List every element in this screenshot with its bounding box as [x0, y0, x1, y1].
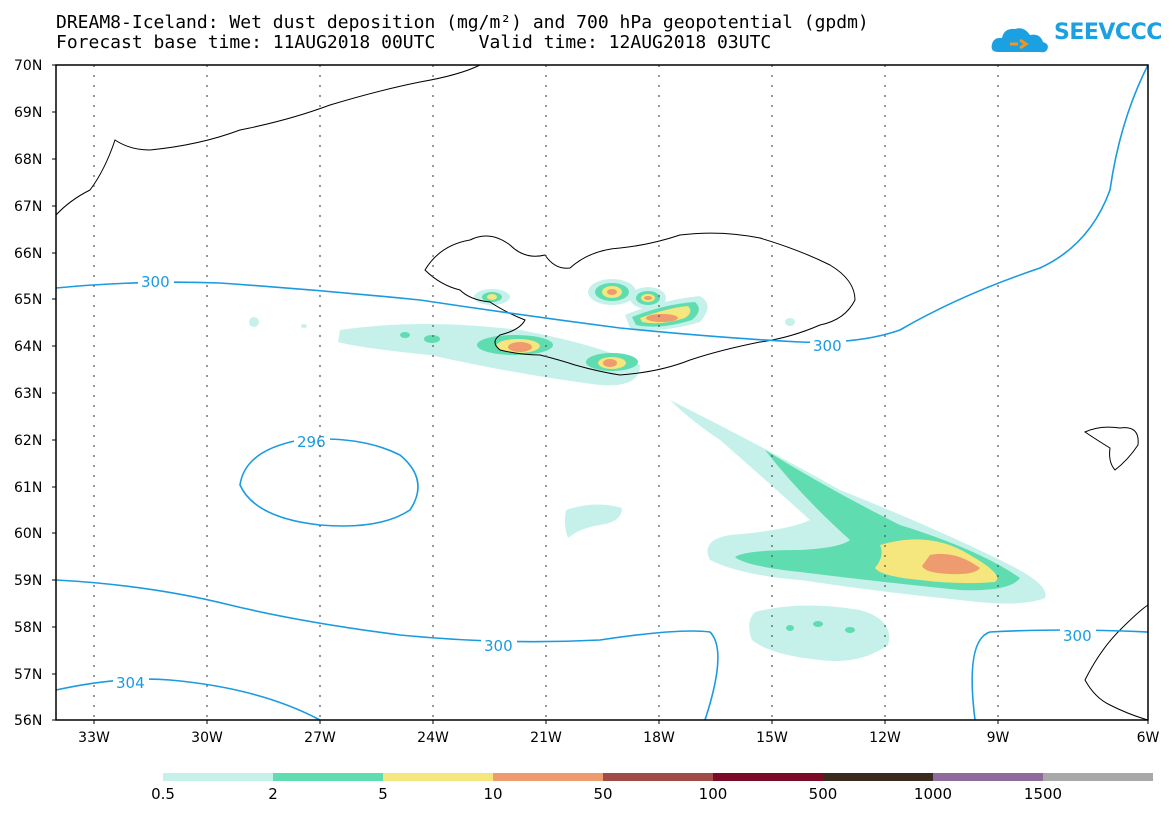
colorbar-swatch [493, 773, 603, 781]
lon-label: 27W [304, 730, 336, 746]
colorbar-label: 10 [483, 785, 503, 803]
colorbar-swatch [1043, 773, 1153, 781]
cloud-logo-icon [991, 28, 1048, 53]
lat-label: 66N [14, 246, 42, 262]
geopotential-contours [55, 64, 1149, 721]
colorbar-label: 5 [378, 785, 388, 803]
lon-label: 21W [530, 730, 562, 746]
logo-text: SEEVCCC [1054, 20, 1162, 45]
colorbar-label: 0.5 [151, 785, 175, 803]
colorbar-swatch [933, 773, 1043, 781]
lat-label: 67N [14, 199, 42, 215]
colorbar-label: 1000 [913, 785, 953, 803]
lon-label: 30W [191, 730, 223, 746]
lon-label: 33W [78, 730, 110, 746]
lat-label: 58N [14, 620, 42, 636]
contour-label: 304 [116, 674, 145, 692]
lon-label: 24W [417, 730, 449, 746]
colorbar-swatch [603, 773, 713, 781]
contour-label: 300 [484, 637, 513, 655]
lat-label: 59N [14, 573, 42, 589]
colorbar-label: 2 [268, 785, 278, 803]
colorbar-label: 50 [593, 785, 613, 803]
latitude-axis [52, 64, 56, 721]
colorbar-label: 100 [698, 785, 728, 803]
lat-label: 64N [14, 339, 42, 355]
lon-label: 9W [987, 730, 1010, 746]
map-title: DREAM8-Iceland: Wet dust deposition (mg/… [56, 12, 869, 33]
map-frame [55, 64, 1149, 721]
lat-label: 56N [14, 713, 42, 729]
contour-label: 300 [141, 273, 170, 291]
lon-label: 6W [1137, 730, 1160, 746]
dust-shading [249, 279, 1046, 661]
colorbar-swatch [383, 773, 493, 781]
lat-label: 61N [14, 480, 42, 496]
lat-label: 57N [14, 667, 42, 683]
contour-labels: 300 300 296 300 300 304 [113, 272, 1096, 692]
colorbar [163, 773, 1153, 781]
latitude-labels: 70N 69N 68N 67N 66N 65N 64N 63N 62N 61N … [14, 58, 42, 729]
lat-label: 63N [14, 386, 42, 402]
colorbar-swatch [273, 773, 383, 781]
longitude-labels: 33W 30W 27W 24W 21W 18W 15W 12W 9W 6W [78, 730, 1159, 746]
colorbar-swatch [823, 773, 933, 781]
lat-label: 62N [14, 433, 42, 449]
lat-label: 60N [14, 526, 42, 542]
lat-label: 69N [14, 105, 42, 121]
lon-label: 18W [643, 730, 675, 746]
contour-label: 300 [813, 337, 842, 355]
coastlines [55, 64, 1149, 721]
colorbar-swatch [163, 773, 273, 781]
colorbar-swatch [713, 773, 823, 781]
colorbar-label: 500 [808, 785, 838, 803]
colorbar-label: 1500 [1023, 785, 1063, 803]
lon-label: 12W [869, 730, 901, 746]
lon-label: 15W [756, 730, 788, 746]
lat-label: 65N [14, 292, 42, 308]
contour-label: 296 [297, 433, 326, 451]
lat-label: 68N [14, 152, 42, 168]
map-subtitle: Forecast base time: 11AUG2018 00UTC Vali… [56, 32, 772, 53]
lat-label: 70N [14, 58, 42, 74]
longitude-axis [93, 720, 1149, 724]
contour-label: 300 [1063, 627, 1092, 645]
